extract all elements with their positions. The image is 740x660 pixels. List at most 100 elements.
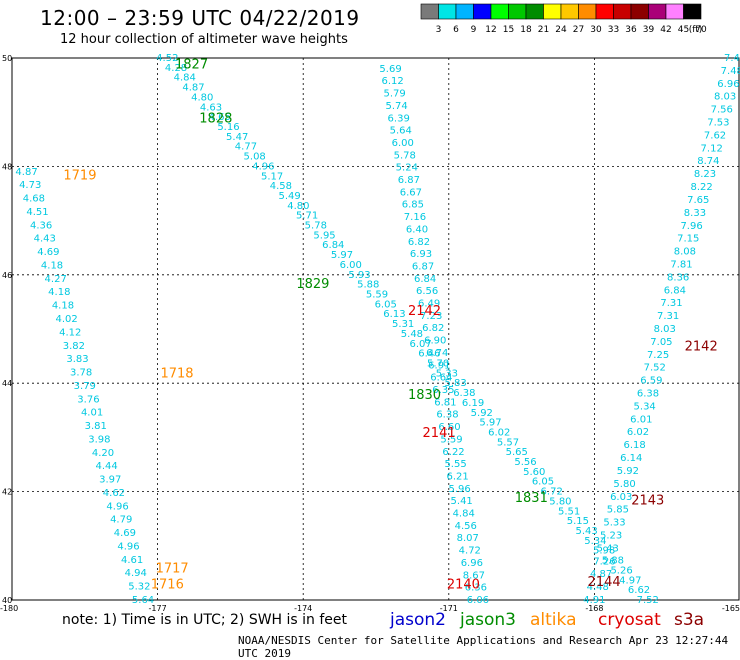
swh-value: 5.31 xyxy=(392,319,414,330)
swh-value: 7.15 xyxy=(677,234,699,245)
swh-value: 5.59 xyxy=(366,290,388,301)
swh-value: 3.97 xyxy=(99,475,121,486)
swh-value: 4.62 xyxy=(103,488,125,499)
swh-value: 7.48 xyxy=(721,66,740,77)
swh-value: 5.65 xyxy=(506,447,528,458)
swh-value: 4.80 xyxy=(287,201,309,212)
legend-unit: (ft) xyxy=(689,25,703,35)
legend-cryosat: cryosat xyxy=(598,610,661,630)
swh-value: 5.96 xyxy=(449,484,471,495)
swh-value: 6.87 xyxy=(412,261,434,272)
x-tick-label: -180 xyxy=(0,604,18,613)
swh-value: 8.22 xyxy=(691,182,713,193)
swh-value: 5.79 xyxy=(383,89,405,100)
map-frame xyxy=(11,57,740,601)
legend-tick-label: 24 xyxy=(555,25,567,35)
swh-value: 4.36 xyxy=(30,220,52,231)
swh-value: 6.81 xyxy=(434,397,456,408)
swh-value: 6.07 xyxy=(410,339,432,350)
swh-value: 4.63 xyxy=(200,102,222,113)
swh-value: 5.41 xyxy=(451,496,473,507)
x-tick-label: -165 xyxy=(722,604,740,613)
map-subtitle: 12 hour collection of altimeter wave hei… xyxy=(60,32,348,47)
swh-value: 5.69 xyxy=(379,64,401,75)
swh-value: 5.23 xyxy=(600,530,622,541)
pass-label: 1830 xyxy=(408,388,441,403)
swh-value: 8.08 xyxy=(674,247,696,258)
swh-value: 7.62 xyxy=(704,130,726,141)
legend-tick-label: 9 xyxy=(471,25,477,35)
swh-value: 5.98 xyxy=(593,546,615,557)
swh-value: 5.88 xyxy=(357,280,379,291)
legend-swatch xyxy=(525,3,544,20)
swh-value: 4.44 xyxy=(96,461,118,472)
swh-value: 4.87 xyxy=(590,569,612,580)
swh-value: 5.74 xyxy=(386,101,408,112)
swh-value: 6.00 xyxy=(392,138,414,149)
y-tick-label: 46 xyxy=(2,271,12,280)
pass-label: 2144 xyxy=(588,575,621,590)
legend-swatch xyxy=(578,3,597,20)
legend-tick-label: 15 xyxy=(503,25,514,35)
swh-value: 5.97 xyxy=(331,250,353,261)
pass-label: 2141 xyxy=(423,426,456,441)
swh-value: 6.05 xyxy=(375,299,397,310)
footer-credit: NOAA/NESDIS Center for Satellite Applica… xyxy=(238,634,729,660)
swh-value: 6.59 xyxy=(640,376,662,387)
y-tick-label: 40 xyxy=(2,596,12,605)
x-tick-label: -168 xyxy=(585,604,603,613)
swh-value: 4.69 xyxy=(114,528,136,539)
legend-tick-label: 18 xyxy=(520,25,532,35)
swh-value: 4.96 xyxy=(117,541,139,552)
swh-value: 5.83 xyxy=(444,378,466,389)
swh-value: 6.02 xyxy=(627,427,649,438)
swh-value: 4.84 xyxy=(453,509,475,520)
pass-label: 1831 xyxy=(515,491,548,506)
swh-value: 6.87 xyxy=(398,175,420,186)
swh-value: 4.96 xyxy=(106,501,128,512)
pass-label: 2140 xyxy=(447,578,480,593)
swh-value: 6.96 xyxy=(717,79,739,90)
swh-value: 6.00 xyxy=(340,260,362,271)
legend-swatch xyxy=(473,3,492,20)
legend-swatch xyxy=(543,3,562,20)
swh-value: 4.94 xyxy=(125,568,147,579)
track-1719: 4.87 4.73 4.68 4.51 4.36 4.43 4.69 4.18 4.27 4.18… xyxy=(15,167,154,606)
swh-value: 5.71 xyxy=(296,211,318,222)
pass-label: 2142 xyxy=(685,339,718,354)
swh-value: 4.20 xyxy=(92,448,114,459)
legend-tick-label: 12 xyxy=(485,25,496,35)
footer-note: note: 1) Time is in UTC; 2) SWH is in fe… xyxy=(62,612,348,628)
swh-value: 6.56 xyxy=(416,286,438,297)
swh-value: 8.07 xyxy=(457,533,479,544)
pass-label: 1719 xyxy=(63,169,96,184)
swh-value: 4.73 xyxy=(19,180,41,191)
legend-jason3: jason3 xyxy=(460,610,516,630)
legend-tick-label: 33 xyxy=(608,25,619,35)
swh-value: 3.98 xyxy=(88,434,110,445)
track-1827: 4.524.284.844.874.804.634.655.165.474.77… xyxy=(156,53,659,606)
swh-value: 4.91 xyxy=(583,595,605,606)
pass-label: 1829 xyxy=(296,277,329,292)
legend-tick-label: 70 xyxy=(695,25,707,35)
swh-value: 3.79 xyxy=(74,381,96,392)
swh-value: 7.12 xyxy=(701,143,723,154)
swh-value: 5.34 xyxy=(584,536,606,547)
swh-value: 7.65 xyxy=(687,195,709,206)
swh-value: 6.96 xyxy=(461,558,483,569)
swh-value: 6.49 xyxy=(418,299,440,310)
legend-tick-label: 21 xyxy=(538,25,549,35)
swh-value: 5.34 xyxy=(634,401,656,412)
swh-value: 4.84 xyxy=(174,73,196,84)
swh-value: 6.40 xyxy=(406,224,428,235)
swh-value: 4.72 xyxy=(459,546,481,557)
swh-value: 5.16 xyxy=(217,122,239,133)
swh-value: 6.84 xyxy=(664,285,686,296)
legend-swatch xyxy=(665,3,684,20)
pass-label: 1717 xyxy=(156,561,189,576)
swh-value: 4.65 xyxy=(209,112,231,123)
legend-swatch xyxy=(420,3,439,20)
swh-value: 5.55 xyxy=(444,459,466,470)
legend-tick-label: 39 xyxy=(643,25,655,35)
